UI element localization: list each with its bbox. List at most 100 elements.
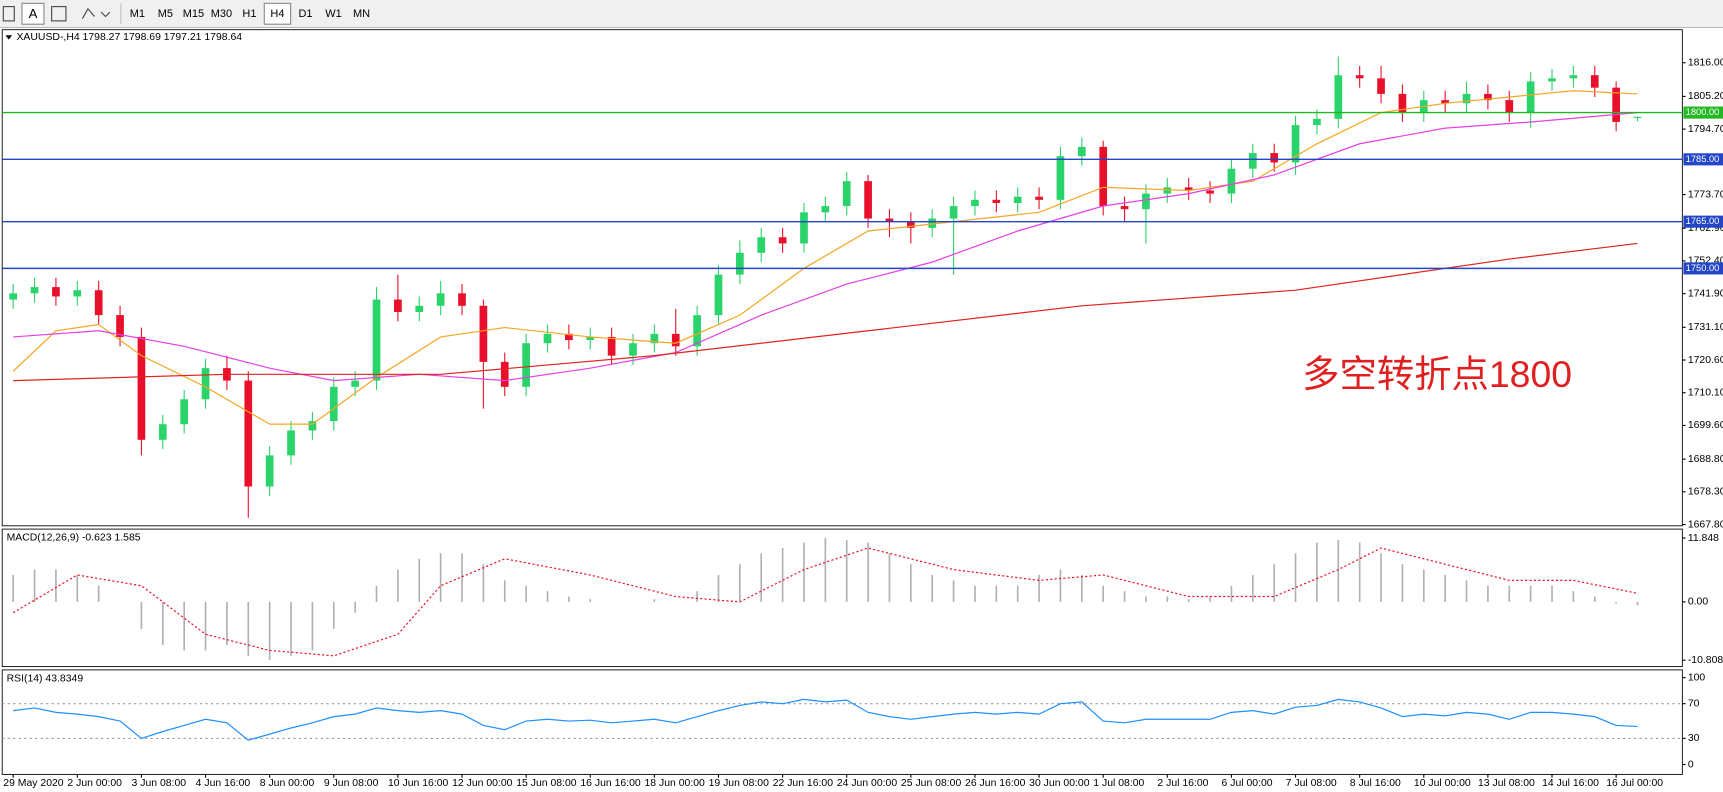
toolbar bbox=[0, 0, 1723, 28]
timeframe-button[interactable]: MN bbox=[348, 3, 374, 24]
x-tick-label: 25 Jun 08:00 bbox=[901, 778, 962, 789]
level-tag bbox=[1683, 106, 1723, 119]
icon[interactable] bbox=[21, 2, 45, 25]
x-tick-label: 16 Jul 00:00 bbox=[1606, 778, 1663, 789]
x-tick-label: 18 Jun 00:00 bbox=[644, 778, 705, 789]
candle-body bbox=[1548, 78, 1556, 82]
x-tick-label: 29 May 2020 bbox=[3, 778, 64, 789]
button-label: MN bbox=[353, 8, 370, 20]
candle-body bbox=[1398, 93, 1407, 113]
rsi-title: RSI(14) 43.8349 bbox=[7, 673, 84, 684]
timeframe-button[interactable]: H4 bbox=[263, 2, 292, 25]
annotation: 多空转折点1800 bbox=[1302, 353, 1572, 395]
moving-average bbox=[13, 242, 1638, 382]
icon[interactable] bbox=[51, 6, 67, 22]
menu-triangle[interactable] bbox=[5, 35, 13, 40]
moving-average bbox=[12, 90, 1638, 425]
candle-body bbox=[1612, 87, 1620, 122]
candle-body bbox=[1270, 153, 1279, 163]
x-tick-label: 9 Jun 08:00 bbox=[324, 778, 379, 789]
y-tick-label: 1773.70 bbox=[1688, 189, 1723, 200]
timeframe-button[interactable]: W1 bbox=[320, 3, 346, 24]
level-label: 1750.00 bbox=[1686, 263, 1720, 273]
candle-body bbox=[800, 212, 808, 244]
y-tick-label: 0 bbox=[1688, 759, 1694, 770]
candle-body bbox=[671, 333, 680, 347]
timeframe-button[interactable]: M15 bbox=[180, 3, 206, 24]
candle-body bbox=[1099, 146, 1108, 207]
x-tick-label: 24 Jun 00:00 bbox=[837, 778, 898, 789]
x-tick-label: 26 Jun 16:00 bbox=[965, 778, 1026, 789]
candle-body bbox=[906, 221, 915, 228]
candle-body bbox=[693, 315, 701, 347]
candle-body bbox=[1355, 75, 1364, 79]
candle-body bbox=[9, 293, 18, 300]
candle-body bbox=[180, 399, 189, 425]
y-tick-label: 1762.90 bbox=[1688, 223, 1723, 234]
symbol-info: XAUUSD-,H4 1798.27 1798.69 1797.21 1798.… bbox=[16, 32, 242, 43]
rsi-panel bbox=[1, 669, 1683, 775]
candle-body bbox=[543, 333, 552, 344]
y-tick-label: 1805.20 bbox=[1688, 91, 1723, 102]
candle-body bbox=[137, 336, 146, 440]
x-tick-label: 14 Jul 16:00 bbox=[1542, 778, 1599, 789]
x-tick-label: 8 Jul 16:00 bbox=[1350, 778, 1401, 789]
button-label: M30 bbox=[211, 8, 232, 20]
button-label: H4 bbox=[270, 8, 284, 20]
candle-body bbox=[1462, 93, 1471, 104]
x-tick-label: 1 Jul 08:00 bbox=[1093, 778, 1144, 789]
candle-body bbox=[1248, 153, 1257, 169]
x-tick-label: 22 Jun 16:00 bbox=[773, 778, 834, 789]
candle-body bbox=[1163, 187, 1172, 194]
timeframe-button[interactable]: H1 bbox=[236, 3, 262, 24]
candle-body bbox=[500, 361, 509, 387]
x-tick-label: 3 Jun 08:00 bbox=[132, 778, 187, 789]
icon[interactable] bbox=[2, 6, 15, 22]
timeframe-button[interactable]: M30 bbox=[208, 3, 234, 24]
x-tick-label: 13 Jul 08:00 bbox=[1478, 778, 1535, 789]
candle-body bbox=[586, 336, 595, 341]
button-label: M15 bbox=[183, 8, 204, 20]
x-tick-label: 2 Jul 16:00 bbox=[1157, 778, 1208, 789]
button-label: M5 bbox=[158, 8, 173, 20]
candle-body bbox=[1334, 75, 1343, 119]
y-tick-label: 1741.90 bbox=[1688, 288, 1723, 299]
candle-body bbox=[757, 237, 766, 253]
candle-body bbox=[1291, 125, 1300, 163]
y-tick-label: 1699.60 bbox=[1688, 420, 1723, 431]
y-tick-label: 1667.80 bbox=[1688, 519, 1723, 530]
icon[interactable] bbox=[81, 7, 111, 19]
candle-body bbox=[736, 252, 744, 275]
candle-body bbox=[1120, 206, 1129, 210]
candle-body bbox=[158, 424, 167, 440]
candle-body bbox=[885, 218, 894, 222]
candle-body bbox=[629, 343, 637, 356]
candle-body bbox=[1590, 75, 1599, 88]
candle-body bbox=[971, 199, 979, 207]
candle-body bbox=[1526, 81, 1535, 113]
macd-panel bbox=[1, 528, 1683, 668]
candle-body bbox=[650, 333, 659, 344]
timeframe-button[interactable]: D1 bbox=[292, 3, 318, 24]
y-tick-label: 1710.10 bbox=[1688, 388, 1723, 399]
candle-body bbox=[842, 181, 851, 207]
timeframe-button[interactable]: M5 bbox=[152, 3, 178, 24]
level-tag bbox=[1683, 215, 1723, 228]
candle-body bbox=[1505, 100, 1514, 113]
rsi-line bbox=[13, 698, 1638, 741]
level-label: 1765.00 bbox=[1686, 216, 1720, 226]
level-tag bbox=[1683, 153, 1723, 166]
signal-line bbox=[12, 547, 1638, 657]
main-panel bbox=[1, 29, 1683, 527]
candle-body bbox=[1056, 156, 1065, 200]
y-tick-label: 1731.10 bbox=[1688, 322, 1723, 333]
candle-body bbox=[1035, 196, 1043, 200]
candle-body bbox=[565, 333, 573, 341]
timeframe-button[interactable]: M1 bbox=[124, 3, 150, 24]
y-tick-label: 1688.80 bbox=[1688, 454, 1723, 465]
button-label: M1 bbox=[130, 8, 145, 20]
x-tick-label: 19 Jun 08:00 bbox=[709, 778, 770, 789]
button-label: W1 bbox=[325, 8, 341, 20]
candle-body bbox=[992, 199, 1001, 203]
